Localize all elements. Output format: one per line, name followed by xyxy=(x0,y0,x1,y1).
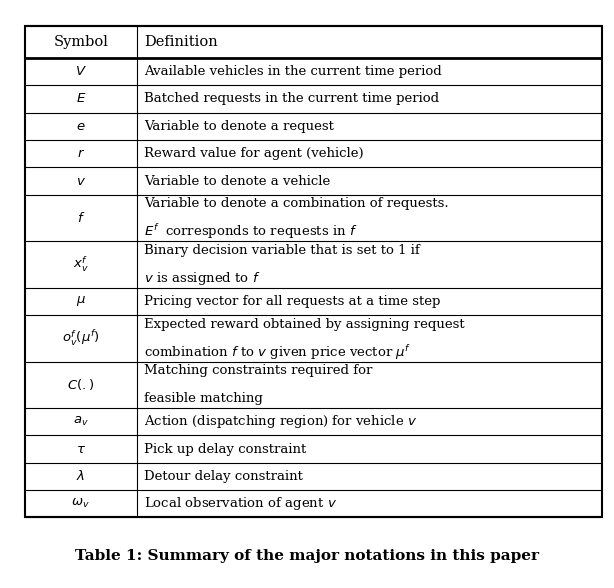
Text: Pick up delay constraint: Pick up delay constraint xyxy=(144,443,307,456)
Text: $r$: $r$ xyxy=(77,147,85,160)
Text: $v$: $v$ xyxy=(76,175,86,188)
Text: Variable to denote a combination of requests.: Variable to denote a combination of requ… xyxy=(144,198,449,211)
Text: Variable to denote a request: Variable to denote a request xyxy=(144,120,335,133)
Text: $x_{v}^{f}$: $x_{v}^{f}$ xyxy=(73,255,88,274)
Text: Action (dispatching region) for vehicle $v$: Action (dispatching region) for vehicle … xyxy=(144,413,418,430)
Text: Table 1: Summary of the major notations in this paper: Table 1: Summary of the major notations … xyxy=(75,549,539,563)
Text: $\omega_{v}$: $\omega_{v}$ xyxy=(71,497,90,510)
Text: $E^{f}$  corresponds to requests in $f$: $E^{f}$ corresponds to requests in $f$ xyxy=(144,222,358,241)
Text: Variable to denote a vehicle: Variable to denote a vehicle xyxy=(144,175,331,188)
Text: $e$: $e$ xyxy=(76,120,85,133)
Text: $V$: $V$ xyxy=(75,65,87,78)
Text: $v$ is assigned to $f$: $v$ is assigned to $f$ xyxy=(144,270,261,287)
Text: Detour delay constraint: Detour delay constraint xyxy=(144,470,303,483)
Text: Expected reward obtained by assigning request: Expected reward obtained by assigning re… xyxy=(144,318,465,331)
Text: $C(.)$: $C(.)$ xyxy=(67,377,95,392)
Text: Definition: Definition xyxy=(144,35,218,49)
Text: Available vehicles in the current time period: Available vehicles in the current time p… xyxy=(144,65,442,78)
Text: $o_{v}^{f}(\mu^{f})$: $o_{v}^{f}(\mu^{f})$ xyxy=(62,329,99,348)
Text: $E$: $E$ xyxy=(76,92,86,105)
Text: Matching constraints required for: Matching constraints required for xyxy=(144,365,373,377)
Text: $\mu$: $\mu$ xyxy=(76,295,86,308)
Bar xyxy=(25,26,602,517)
Text: Reward value for agent (vehicle): Reward value for agent (vehicle) xyxy=(144,147,364,160)
Text: Batched requests in the current time period: Batched requests in the current time per… xyxy=(144,92,440,105)
Text: Pricing vector for all requests at a time step: Pricing vector for all requests at a tim… xyxy=(144,295,441,308)
Text: Symbol: Symbol xyxy=(53,35,108,49)
Text: $a_{v}$: $a_{v}$ xyxy=(73,415,88,428)
Text: $f$: $f$ xyxy=(77,211,85,225)
Text: Binary decision variable that is set to 1 if: Binary decision variable that is set to … xyxy=(144,244,420,257)
Text: combination $f$ to $v$ given price vector $\mu^{f}$: combination $f$ to $v$ given price vecto… xyxy=(144,343,411,362)
Text: Local observation of agent $v$: Local observation of agent $v$ xyxy=(144,495,338,512)
Text: $\tau$: $\tau$ xyxy=(76,443,86,456)
Text: feasible matching: feasible matching xyxy=(144,392,263,405)
Text: $\lambda$: $\lambda$ xyxy=(76,469,85,483)
